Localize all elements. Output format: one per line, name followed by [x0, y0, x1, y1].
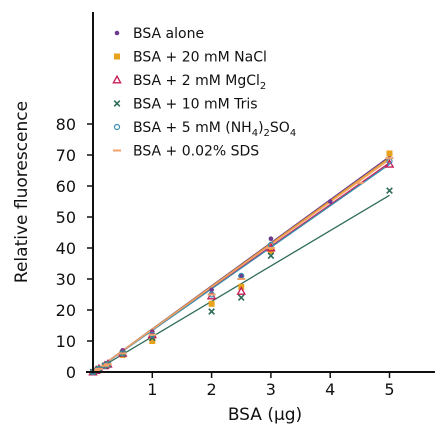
data-point-series-1 [208, 300, 215, 307]
legend-label: BSA + 2 mM MgCl2 [133, 73, 266, 92]
y-tick-label: 70 [56, 146, 76, 165]
y-tick-label: 0 [66, 363, 76, 382]
legend-label-subscript: 4 [290, 128, 296, 139]
data-point-series-2 [236, 286, 247, 295]
fit-lines [92, 156, 390, 373]
y-tick-label: 10 [56, 332, 76, 351]
x-tick-label: 5 [384, 380, 394, 399]
x-tick-label: 1 [147, 380, 157, 399]
legend-label-text: BSA + 2 mM MgCl [133, 73, 260, 89]
legend-label-text: BSA + 10 mM Tris [133, 97, 258, 113]
legend-label-subscript: 2 [264, 128, 270, 139]
legend-label-text: SO [270, 120, 290, 136]
y-tick-label: 80 [56, 115, 76, 134]
legend-label-text: BSA + 0.02% SDS [133, 144, 259, 160]
data-point-series-3 [237, 294, 245, 301]
x-axis-title: BSA (µg) [228, 405, 302, 425]
y-tick-label: 40 [56, 239, 76, 258]
legend-marker [114, 53, 120, 60]
fit-line-series-3 [92, 194, 390, 373]
x-tick-label: 3 [266, 380, 276, 399]
data-point-series-1 [149, 338, 156, 344]
data-point-series-3 [386, 187, 393, 195]
data-point-series-0 [209, 287, 214, 293]
legend-label-text: BSA alone [133, 26, 204, 42]
data-point-series-3 [208, 308, 215, 315]
data-point-series-2 [384, 159, 395, 168]
y-tick-label: 30 [56, 270, 76, 289]
data-point-series-0 [238, 273, 244, 279]
legend-label-text: BSA + 20 mM NaCl [133, 50, 267, 66]
legend-label: BSA + 5 mM (NH4)2SO4 [133, 120, 296, 139]
legend-label-subscript: 2 [260, 81, 266, 92]
x-ticks: 1 2 3 4 5 [147, 372, 395, 399]
legend-label-subscript: 4 [252, 128, 258, 139]
legend-marker [112, 74, 122, 84]
data-point-series-0 [327, 199, 333, 204]
legend-marker [114, 30, 120, 36]
x-tick-label: 2 [207, 380, 217, 399]
y-tick-label: 60 [56, 177, 76, 196]
data-point-series-3 [267, 252, 275, 260]
y-tick-label: 50 [56, 208, 76, 227]
y-axis-title: Relative fluorescence [12, 101, 32, 283]
x-tick-label: 4 [325, 380, 335, 399]
fit-line-series-5 [92, 159, 390, 373]
data-point-series-1 [119, 351, 126, 358]
legend-marker [113, 123, 121, 131]
legend-label: BSA + 0.02% SDS [133, 144, 259, 160]
legend-label: BSA alone [133, 26, 204, 42]
legend-label-text: BSA + 5 mM (NH [133, 120, 252, 136]
data-points [88, 150, 395, 376]
legend-label-text: ) [258, 120, 263, 136]
legend: BSA alone BSA + 20 mM NaCl BSA + 2 mM MgCl… [112, 26, 296, 160]
y-ticks: 0 10 20 30 40 50 60 70 80 [56, 115, 93, 382]
data-point-series-0 [268, 236, 274, 241]
y-tick-label: 20 [56, 301, 76, 320]
data-point-series-1 [386, 150, 393, 157]
legend-label: BSA + 10 mM Tris [133, 97, 258, 113]
legend-marker [113, 100, 121, 107]
legend-label: BSA + 20 mM NaCl [133, 50, 267, 66]
axes [86, 12, 435, 373]
